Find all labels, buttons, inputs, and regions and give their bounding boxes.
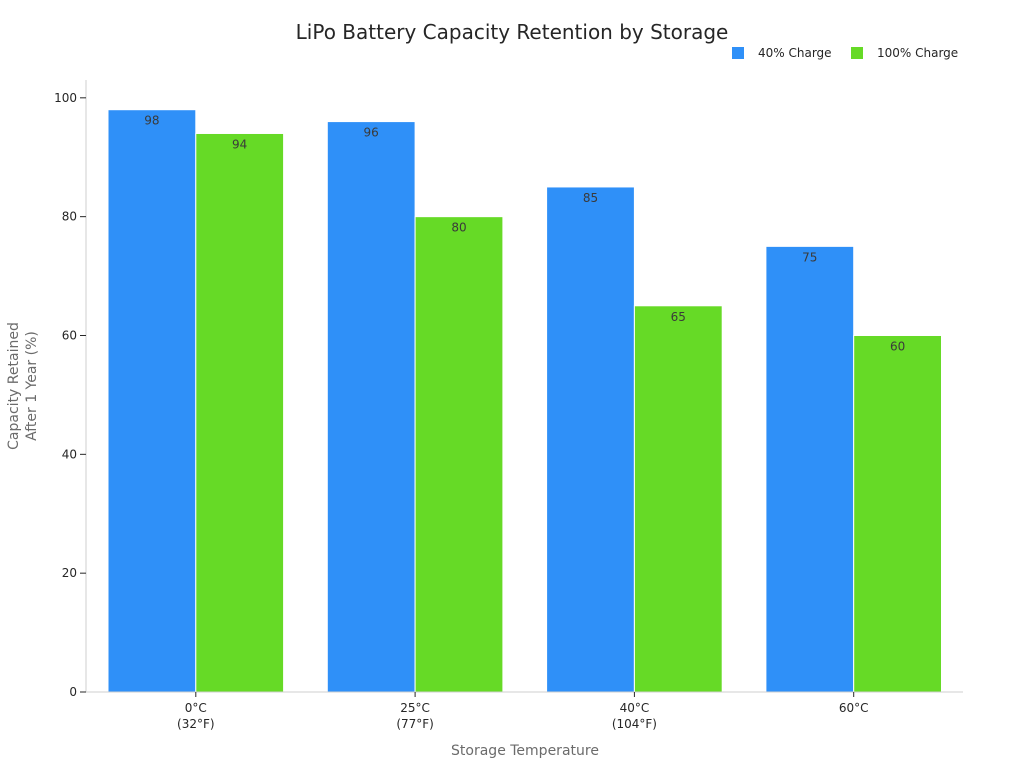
x-axis-title: Storage Temperature: [451, 743, 599, 759]
x-tick-label-1-line-2: (32°F): [177, 717, 215, 731]
x-tick-label-3-line-2: (104°F): [612, 717, 657, 731]
legend-item-series-2: 100% Charge: [851, 46, 958, 60]
legend-swatch-series-2: [851, 47, 863, 59]
bar-series-1-cat-2: [326, 121, 416, 693]
bar-value-label-series-1-cat-2: 96: [364, 126, 379, 140]
y-axis-title-line-1: Capacity Retained: [6, 322, 22, 450]
bar-value-label-series-2-cat-1: 94: [232, 137, 247, 151]
x-tick-label-4-line-1: 60°C: [839, 701, 869, 715]
x-tick-label-3-line-1: 40°C: [620, 701, 650, 715]
x-tick-label-2-line-2: (77°F): [396, 717, 434, 731]
bar-value-label-series-1-cat-3: 85: [583, 191, 598, 205]
bar-value-label-series-2-cat-3: 65: [671, 310, 686, 324]
y-tick-label-2: 20: [62, 566, 77, 580]
bar-labels-layer: 98 94 96 80 85 65 75 60: [144, 114, 905, 354]
y-axis-title-line-2: After 1 Year (%): [24, 331, 40, 441]
bar-series-2-cat-1: [195, 132, 285, 693]
bar-value-label-series-2-cat-2: 80: [451, 221, 466, 235]
chart-title: LiPo Battery Capacity Retention by Stora…: [295, 20, 729, 44]
bar-series-2-cat-2: [414, 216, 504, 693]
bar-series-2-cat-4: [853, 334, 943, 693]
x-tick-label-2-line-1: 25°C: [400, 701, 430, 715]
y-tick-label-6: 100: [54, 91, 77, 105]
x-ticks: 0°C (32°F) 25°C (77°F) 40°C (104°F) 60°C: [177, 692, 869, 731]
bar-value-label-series-1-cat-1: 98: [144, 114, 159, 128]
legend-item-series-1: 40% Charge: [732, 46, 832, 60]
bar-value-label-series-1-cat-4: 75: [802, 250, 817, 264]
bar-series-1-cat-1: [107, 109, 197, 693]
x-tick-label-1-line-1: 0°C: [185, 701, 207, 715]
y-ticks: 0 20 40 60 80 100: [54, 91, 86, 699]
legend-swatch-series-1: [732, 47, 744, 59]
y-tick-label-3: 40: [62, 447, 77, 461]
bar-series-2-cat-3: [633, 305, 723, 693]
y-tick-label-1: 0: [69, 685, 77, 699]
bar-series-1-cat-3: [546, 186, 635, 693]
legend-label-series-1: 40% Charge: [758, 46, 832, 60]
bars-layer: [107, 109, 943, 693]
y-tick-label-5: 80: [62, 210, 77, 224]
legend-label-series-2: 100% Charge: [877, 46, 959, 60]
bar-value-label-series-2-cat-4: 60: [890, 339, 905, 353]
bar-series-1-cat-4: [765, 245, 855, 693]
y-tick-label-4: 60: [62, 328, 77, 342]
